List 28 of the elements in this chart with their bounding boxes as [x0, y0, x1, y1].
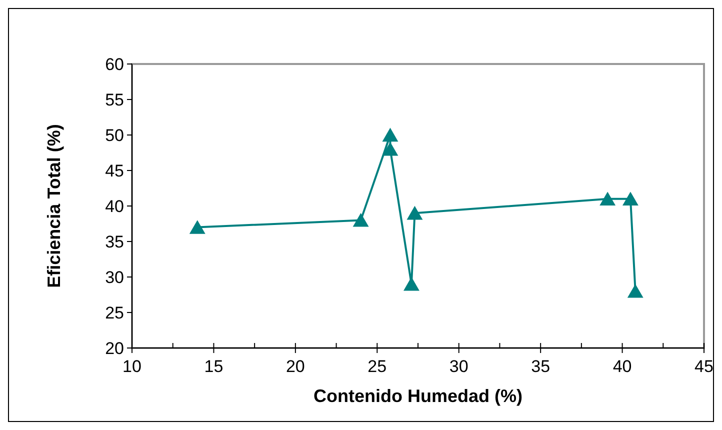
y-tick-label: 20	[105, 338, 124, 358]
y-tick-label: 30	[105, 268, 124, 287]
x-tick-label: 10	[122, 357, 142, 376]
x-tick-label: 35	[531, 357, 550, 376]
point	[406, 206, 423, 220]
x-tick-label: 45	[694, 357, 714, 376]
point	[352, 213, 369, 227]
x-tick-label: 20	[286, 357, 305, 376]
x-tick-label: 30	[449, 357, 468, 376]
y-tick-label: 25	[105, 303, 124, 322]
y-tick-label: 45	[105, 161, 124, 180]
y-tick-label: 40	[105, 196, 124, 216]
point	[382, 128, 398, 142]
y-axis-title: Eficiencia Total (%)	[44, 124, 64, 288]
y-tick-label: 35	[105, 232, 124, 252]
point	[627, 284, 644, 298]
x-axis-title: Contenido Humedad (%)	[314, 386, 522, 406]
y-tick-label: 60	[105, 54, 124, 74]
point	[189, 220, 206, 234]
x-tick-label: 25	[368, 357, 387, 376]
y-tick-label: 55	[105, 90, 124, 110]
point	[600, 192, 616, 206]
x-tick-label: 15	[204, 357, 224, 376]
point	[622, 192, 638, 206]
x-tick-label: 40	[612, 357, 632, 376]
y-tick-label: 50	[105, 126, 124, 145]
point	[382, 142, 398, 156]
point	[403, 276, 420, 291]
